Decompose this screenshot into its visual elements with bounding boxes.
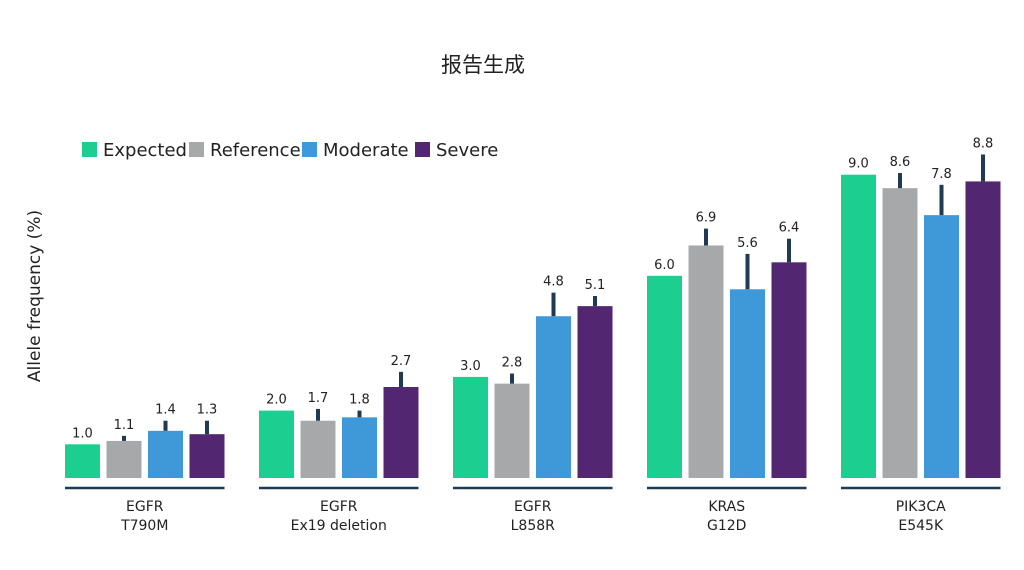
value-label-moderate-1: 1.8 bbox=[349, 393, 370, 408]
value-label-expected-0: 1.0 bbox=[72, 426, 93, 441]
value-labels-layer: 1.0 1.1 1.4 1.3 2.0 1.7 1.8 2.7 3.0 2.8 4.8 5.1 6.0 6… bbox=[72, 136, 993, 441]
bar-reference-3 bbox=[688, 245, 724, 478]
value-label-moderate-4: 7.8 bbox=[931, 167, 952, 182]
legend: Expected Reference Moderate Severe bbox=[82, 140, 498, 161]
bar-moderate-3 bbox=[730, 289, 765, 478]
value-label-moderate-2: 4.8 bbox=[543, 275, 564, 290]
value-label-expected-3: 6.0 bbox=[654, 258, 675, 273]
value-label-severe-3: 6.4 bbox=[779, 221, 800, 236]
category-label-1-0: EGFR bbox=[320, 499, 358, 515]
bar-severe-0 bbox=[189, 434, 225, 478]
value-label-severe-1: 2.7 bbox=[391, 354, 412, 369]
value-label-severe-0: 1.3 bbox=[197, 403, 218, 418]
legend-swatch-moderate bbox=[302, 142, 317, 157]
bar-severe-2 bbox=[577, 306, 613, 478]
value-label-reference-0: 1.1 bbox=[114, 418, 135, 433]
bar-severe-3 bbox=[771, 262, 807, 478]
bar-expected-1 bbox=[259, 410, 294, 478]
legend-label-expected: Expected bbox=[103, 140, 187, 161]
legend-swatch-severe bbox=[415, 142, 430, 157]
legend-label-severe: Severe bbox=[436, 140, 498, 161]
bar-severe-1 bbox=[383, 387, 419, 478]
chart-title: 报告生成 bbox=[441, 53, 525, 77]
bar-moderate-0 bbox=[148, 430, 183, 478]
value-label-reference-1: 1.7 bbox=[308, 391, 329, 406]
bar-moderate-4 bbox=[924, 215, 959, 478]
value-label-reference-2: 2.8 bbox=[502, 356, 523, 371]
category-labels-layer: EGFR T790M EGFR Ex19 deletion EGFR L858R KRAS G… bbox=[120, 499, 946, 534]
bar-reference-0 bbox=[106, 440, 142, 478]
bars-layer bbox=[65, 174, 1001, 478]
value-label-expected-1: 2.0 bbox=[266, 393, 287, 408]
bar-reference-1 bbox=[300, 420, 336, 478]
bar-moderate-2 bbox=[536, 316, 571, 478]
category-label-2-1: L858R bbox=[511, 518, 556, 534]
bar-severe-4 bbox=[965, 181, 1001, 478]
y-axis-label: Allele frequency (%) bbox=[25, 210, 45, 382]
category-label-1-1: Ex19 deletion bbox=[291, 518, 387, 534]
bar-reference-4 bbox=[882, 188, 918, 478]
category-label-2-0: EGFR bbox=[514, 499, 552, 515]
error-bars-layer bbox=[122, 154, 985, 441]
category-label-4-1: E545K bbox=[898, 518, 944, 534]
bar-expected-2 bbox=[453, 376, 488, 478]
category-label-0-0: EGFR bbox=[126, 499, 164, 515]
legend-swatch-reference bbox=[189, 142, 204, 157]
value-label-severe-2: 5.1 bbox=[585, 278, 606, 293]
value-label-reference-3: 6.9 bbox=[696, 211, 717, 226]
category-label-4-0: PIK3CA bbox=[896, 499, 946, 515]
bar-moderate-1 bbox=[342, 417, 377, 478]
category-label-3-1: G12D bbox=[707, 518, 746, 534]
legend-label-reference: Reference bbox=[210, 140, 301, 161]
category-label-0-1: T790M bbox=[120, 518, 168, 534]
value-label-severe-4: 8.8 bbox=[973, 136, 994, 151]
bar-expected-4 bbox=[841, 174, 876, 478]
value-label-expected-4: 9.0 bbox=[848, 157, 869, 172]
value-label-moderate-3: 5.6 bbox=[737, 236, 758, 251]
value-label-expected-2: 3.0 bbox=[460, 359, 481, 374]
legend-swatch-expected bbox=[82, 142, 97, 157]
bar-reference-2 bbox=[494, 383, 530, 478]
category-label-3-0: KRAS bbox=[708, 499, 745, 515]
value-label-reference-4: 8.6 bbox=[890, 155, 911, 170]
value-label-moderate-0: 1.4 bbox=[155, 403, 176, 418]
bar-expected-0 bbox=[65, 444, 100, 478]
bar-expected-3 bbox=[647, 275, 682, 478]
legend-label-moderate: Moderate bbox=[323, 140, 409, 161]
